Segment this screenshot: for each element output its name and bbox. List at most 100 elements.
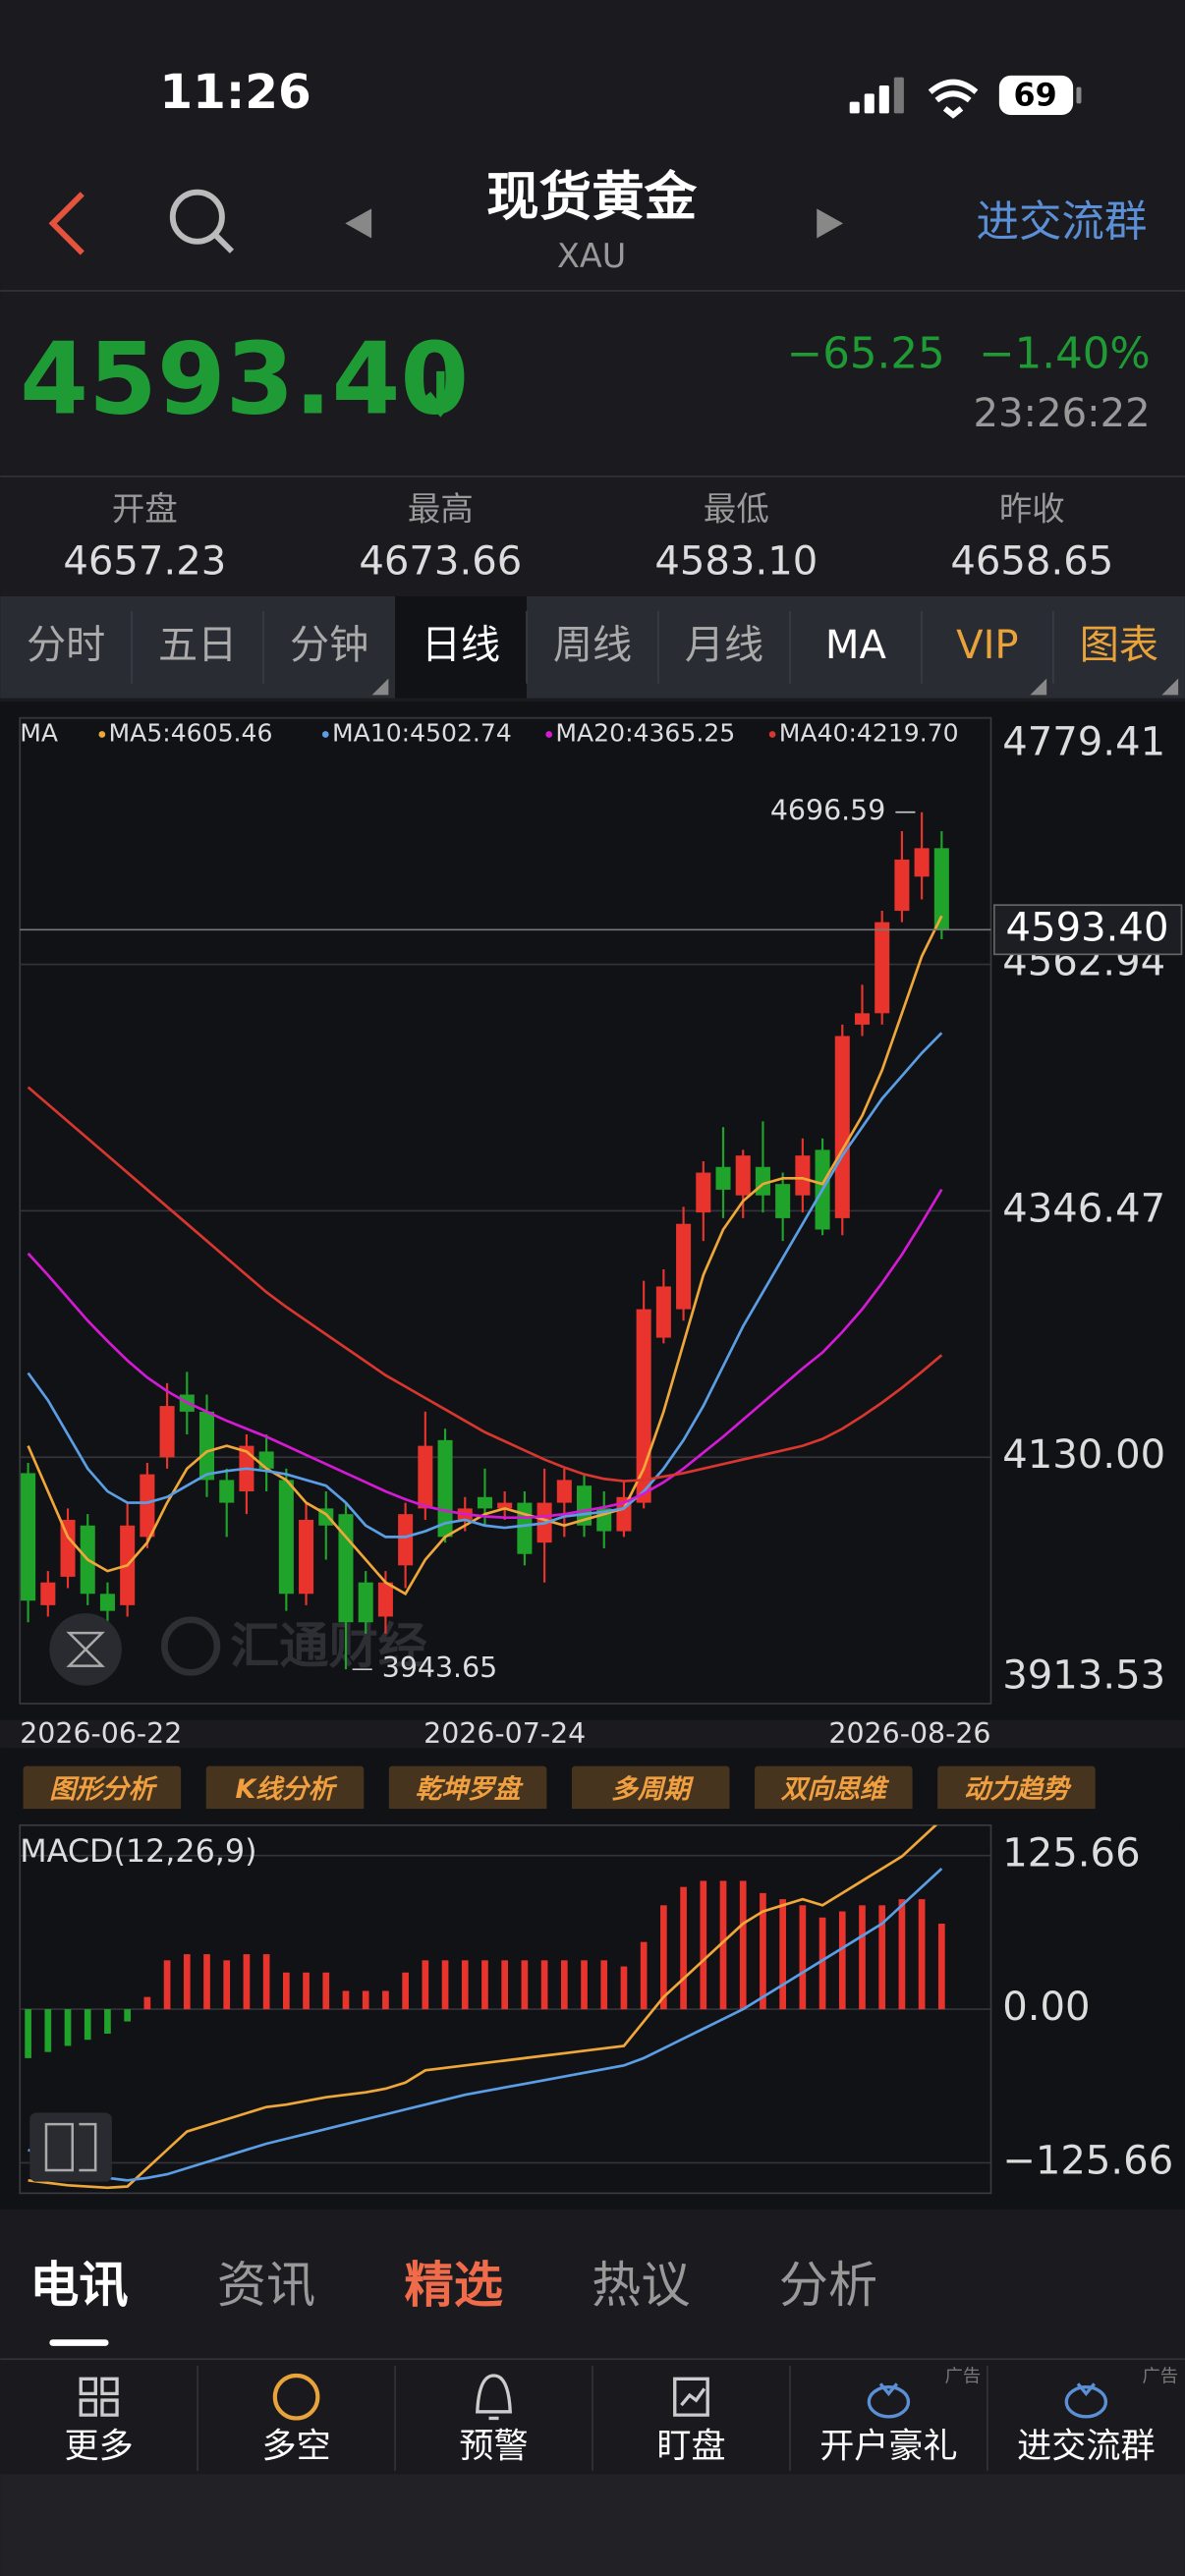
news-tab[interactable]: 精选 <box>405 2256 503 2314</box>
price-change-pct: −1.40% <box>979 329 1151 378</box>
y-tick-label: 4779.41 <box>1002 720 1165 765</box>
macd-bar <box>283 1972 290 2010</box>
candle-body <box>99 1594 115 1611</box>
candle-body <box>377 1582 393 1617</box>
back-button[interactable] <box>48 192 85 255</box>
macd-bar <box>262 1954 270 2010</box>
stat-label: 昨收 <box>999 490 1065 529</box>
stat-value: 4657.23 <box>63 539 226 585</box>
nav-label[interactable]: 预警 <box>459 2427 528 2467</box>
macd-bar <box>303 1972 310 2010</box>
legend-entry: MA20:4365.25 <box>555 718 735 747</box>
candle-body <box>854 1013 871 1025</box>
status-time: 11:26 <box>159 65 310 120</box>
candle-body <box>437 1439 453 1538</box>
tool-button[interactable] <box>571 1765 730 1813</box>
legend-dot <box>545 731 553 738</box>
macd-bar <box>859 1905 866 2010</box>
tab[interactable]: 分时 <box>27 623 105 668</box>
line <box>28 1868 943 2182</box>
news-tabs: 电讯 资讯 精选 热议 分析 <box>29 2256 877 2346</box>
macd-bar <box>243 1954 251 2010</box>
tab[interactable]: 日线 <box>422 623 500 668</box>
search-button[interactable] <box>169 189 235 253</box>
tool-button-label: 乾坤罗盘 <box>416 1774 524 1805</box>
macd-bar <box>739 1880 747 2010</box>
indicator-label: MA <box>20 718 58 747</box>
tool-button[interactable] <box>755 1765 913 1813</box>
macd-bar <box>779 1899 786 2010</box>
macd-bar <box>143 1996 151 2010</box>
tool-button[interactable] <box>937 1765 1096 1813</box>
next-button[interactable] <box>817 208 844 239</box>
nav-label[interactable]: 多空 <box>261 2427 330 2467</box>
candle-body <box>875 922 890 1014</box>
macd-bar <box>163 1960 171 2010</box>
x-tick-label: 2026-07-24 <box>423 1717 586 1750</box>
tab[interactable]: MA <box>825 623 887 668</box>
macd-bar <box>760 1892 766 2010</box>
macd-bar <box>799 1905 807 2010</box>
tab[interactable]: 五日 <box>158 623 237 668</box>
candle-body <box>140 1474 155 1538</box>
high-label: 4696.59 <box>770 795 885 827</box>
candle-body <box>755 1166 770 1196</box>
tool-button-label: 动力趋势 <box>964 1774 1072 1805</box>
candle-body <box>258 1451 274 1469</box>
macd-bar <box>600 1960 608 2010</box>
candle-body <box>60 1519 76 1577</box>
nav-label[interactable]: 进交流群 <box>1017 2427 1155 2467</box>
candle-body <box>497 1502 513 1509</box>
macd-bar <box>382 1990 389 2010</box>
tool-button[interactable] <box>23 1765 182 1813</box>
macd-bar <box>64 2009 72 2046</box>
legend-dot <box>98 731 106 738</box>
group-link[interactable]: 进交流群 <box>976 198 1147 248</box>
macd-bar <box>918 1899 926 2010</box>
tab[interactable]: 分钟 <box>290 623 368 668</box>
legend-dot <box>321 731 329 738</box>
news-tab-bar <box>0 2230 1185 2360</box>
candle-body <box>556 1480 572 1503</box>
macd-bar <box>620 1966 628 2010</box>
candle-body <box>795 1155 811 1196</box>
nav-label[interactable]: 盯盘 <box>656 2427 725 2467</box>
news-tab[interactable]: 热议 <box>592 2256 690 2314</box>
tab[interactable]: 图表 <box>1080 623 1158 668</box>
toggle-button[interactable] <box>29 2112 112 2182</box>
nav-label[interactable]: 更多 <box>65 2427 134 2467</box>
y-tick-label: −125.66 <box>1002 2138 1173 2183</box>
tool-button-label: 图形分析 <box>49 1774 157 1805</box>
candle-body <box>477 1496 492 1509</box>
prev-button[interactable] <box>345 208 372 239</box>
nav-label[interactable]: 开户豪礼 <box>819 2427 957 2467</box>
price-change: −65.25 <box>787 329 945 378</box>
macd-bar <box>422 1960 429 2010</box>
nav-icon <box>272 2373 320 2421</box>
news-tab[interactable]: 电讯 <box>29 2256 128 2314</box>
tab-active-bg <box>395 596 528 699</box>
candle-body <box>398 1514 414 1566</box>
tab[interactable]: VIP <box>956 623 1018 668</box>
tool-button[interactable] <box>205 1765 365 1813</box>
ad-tag: 广告 <box>944 2367 981 2387</box>
stat-value: 4658.65 <box>950 539 1113 585</box>
macd-bar <box>640 1941 648 2010</box>
tool-button[interactable] <box>388 1765 547 1813</box>
tab[interactable]: 周线 <box>553 623 632 668</box>
ad-tag: 广告 <box>1142 2367 1178 2387</box>
tab[interactable]: 月线 <box>685 623 763 668</box>
news-tab[interactable]: 资讯 <box>217 2256 315 2314</box>
macd-bar <box>203 1954 210 2010</box>
stat-label: 最高 <box>408 490 474 529</box>
stat-label: 最低 <box>704 490 769 529</box>
candle-body <box>278 1480 294 1595</box>
candle-body <box>358 1582 373 1623</box>
news-tab[interactable]: 分析 <box>779 2256 877 2314</box>
legend-entry: MA5:4605.46 <box>109 718 273 747</box>
macd-bar <box>540 1960 548 2010</box>
macd-bar <box>461 1960 469 2010</box>
watermark-logo <box>161 1616 221 1676</box>
nav-icon <box>79 2377 119 2417</box>
candle-body <box>299 1519 314 1595</box>
